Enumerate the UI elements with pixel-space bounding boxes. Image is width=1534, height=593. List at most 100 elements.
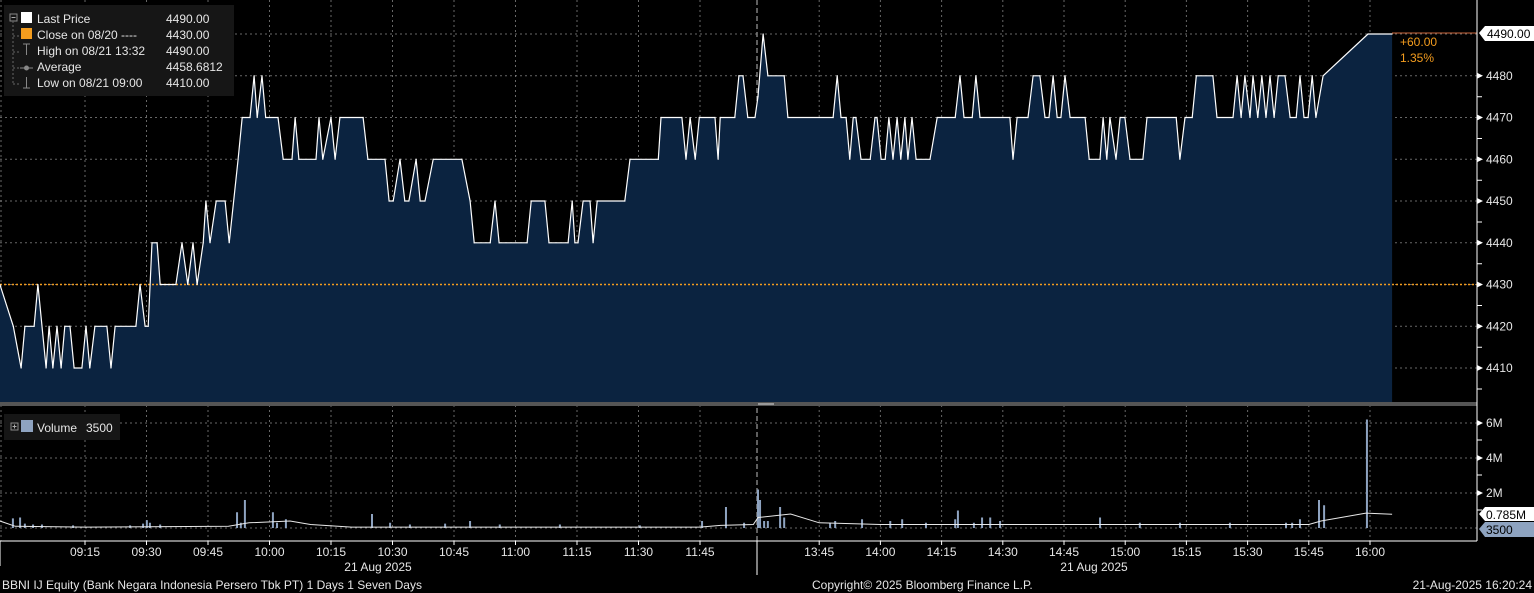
price-point (1249, 116, 1251, 119)
price-point (181, 242, 183, 244)
volume-bar (779, 507, 782, 528)
price-point (253, 75, 255, 77)
price-point (929, 158, 931, 160)
price-point (249, 116, 251, 119)
price-point (757, 96, 759, 98)
price-point (1195, 75, 1197, 77)
last-price-tag-text: 4490.00 (1487, 27, 1531, 41)
price-point (592, 242, 594, 244)
price-point (81, 367, 83, 369)
volume-square-icon (21, 420, 33, 432)
price-point (1102, 116, 1104, 119)
price-point (424, 200, 426, 202)
price-tick-label: 4440 (1486, 236, 1513, 250)
price-point (205, 200, 207, 202)
time-tick-label: 14:30 (988, 545, 1018, 559)
volume-bar (981, 517, 984, 528)
average-marker-icon (20, 65, 33, 71)
price-tick-label: 4450 (1486, 194, 1513, 208)
price-point (959, 75, 961, 77)
volume-legend[interactable]: Volume 3500 (4, 414, 120, 440)
price-point (869, 158, 871, 160)
price-point (237, 158, 239, 160)
price-point (742, 75, 744, 77)
price-point (734, 116, 736, 119)
legend-value-high: 4490.00 (166, 44, 210, 58)
price-point (1212, 75, 1214, 77)
price-point (151, 242, 153, 244)
volume-bar (724, 507, 727, 528)
time-tick-label: 10:00 (254, 545, 284, 559)
price-point (1295, 116, 1297, 119)
price-point (689, 116, 691, 119)
price-tick-mark (1477, 239, 1483, 246)
price-point (1142, 158, 1144, 160)
price-tick-mark (1477, 323, 1483, 330)
price-point (1265, 116, 1267, 119)
price-point (85, 325, 87, 327)
time-axis: 09:15 09:30 09:45 10:00 10:15 10:30 10:45 11:00… (70, 541, 1385, 574)
price-point (1303, 116, 1305, 119)
price-point (159, 283, 161, 286)
price-legend[interactable]: Last Price 4490.00 Close on 08/20 ---- 4… (4, 5, 234, 96)
price-point (657, 158, 659, 160)
price-point (1009, 116, 1011, 119)
price-point (1261, 75, 1263, 77)
price-point (277, 116, 279, 119)
volume-bar (783, 517, 786, 528)
price-point (114, 325, 116, 327)
price-point (175, 283, 177, 286)
volume-bar (498, 524, 501, 528)
time-tick-label: 11:30 (624, 545, 653, 559)
volume-bar (469, 521, 472, 528)
price-point (1236, 75, 1238, 77)
volume-bar (956, 510, 959, 528)
price-point (876, 116, 878, 119)
price-point (367, 158, 369, 160)
price-point (45, 367, 47, 369)
time-tick-label: 15:30 (1233, 545, 1263, 559)
volume-average-line (0, 512, 1393, 528)
price-point (971, 116, 973, 119)
volume-bar (766, 521, 769, 528)
volume-bar (924, 522, 927, 528)
price-point (596, 200, 598, 202)
price-point (489, 242, 491, 244)
price-point (261, 75, 263, 77)
volume-tick-label: 4M (1486, 451, 1503, 465)
price-point (936, 116, 938, 119)
pane-divider[interactable] (0, 402, 1477, 406)
price-tick-mark (1477, 365, 1483, 371)
price-point (37, 283, 39, 286)
volume-bar (23, 523, 26, 528)
price-point (1032, 75, 1034, 77)
time-tick-label: 16:00 (1355, 545, 1385, 559)
price-point (582, 200, 584, 202)
price-point (1109, 116, 1111, 119)
price-point (698, 116, 700, 119)
price-point (1048, 116, 1050, 119)
price-point (1012, 158, 1014, 160)
price-point (1289, 116, 1291, 119)
pane-divider-handle[interactable] (758, 403, 774, 405)
price-point (1124, 116, 1126, 119)
price-point (624, 200, 626, 202)
price-point (56, 325, 58, 327)
price-point (135, 325, 137, 327)
price-point (1146, 116, 1148, 119)
price-point (298, 158, 300, 160)
volume-bar (276, 522, 279, 528)
price-point (1311, 75, 1313, 77)
price-point (291, 158, 293, 160)
price-point (1322, 75, 1324, 77)
volume-bar (701, 521, 704, 528)
expand-icon[interactable] (10, 422, 19, 431)
price-point (860, 158, 862, 160)
change-percent: 1.35% (1400, 51, 1434, 65)
price-point (64, 325, 66, 327)
price-point (589, 200, 591, 202)
volume-bar (829, 522, 832, 528)
volume-tick-label: 2M (1486, 486, 1503, 500)
volume-bar (142, 523, 145, 528)
